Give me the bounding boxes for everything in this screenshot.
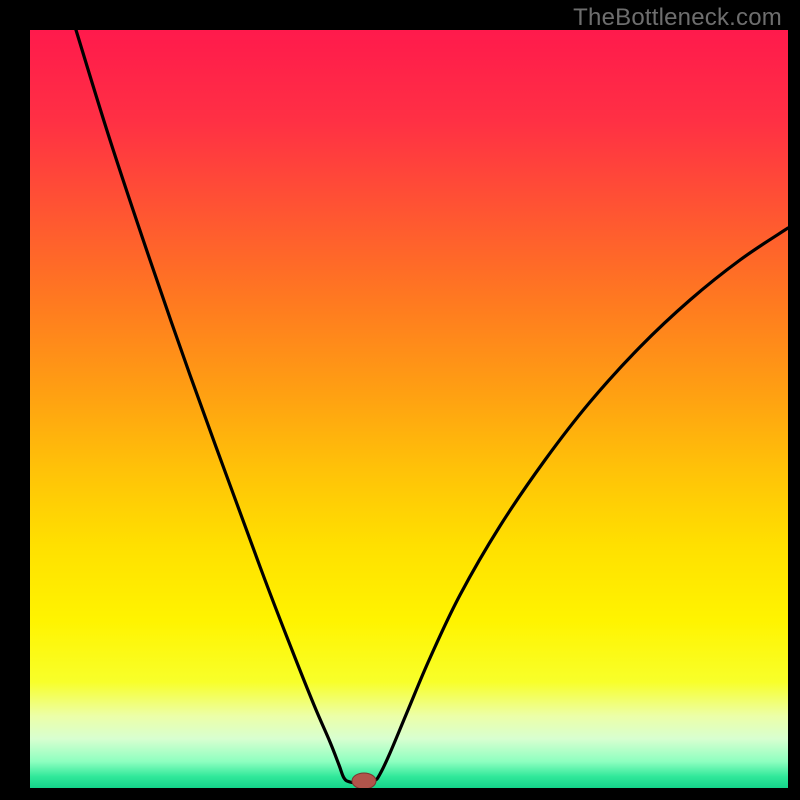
curve-layer bbox=[30, 30, 788, 788]
chart-frame: TheBottleneck.com bbox=[0, 0, 800, 800]
bottleneck-marker bbox=[352, 773, 376, 788]
plot-area bbox=[30, 30, 788, 788]
bottleneck-curve bbox=[76, 30, 788, 783]
watermark-text: TheBottleneck.com bbox=[573, 4, 782, 32]
